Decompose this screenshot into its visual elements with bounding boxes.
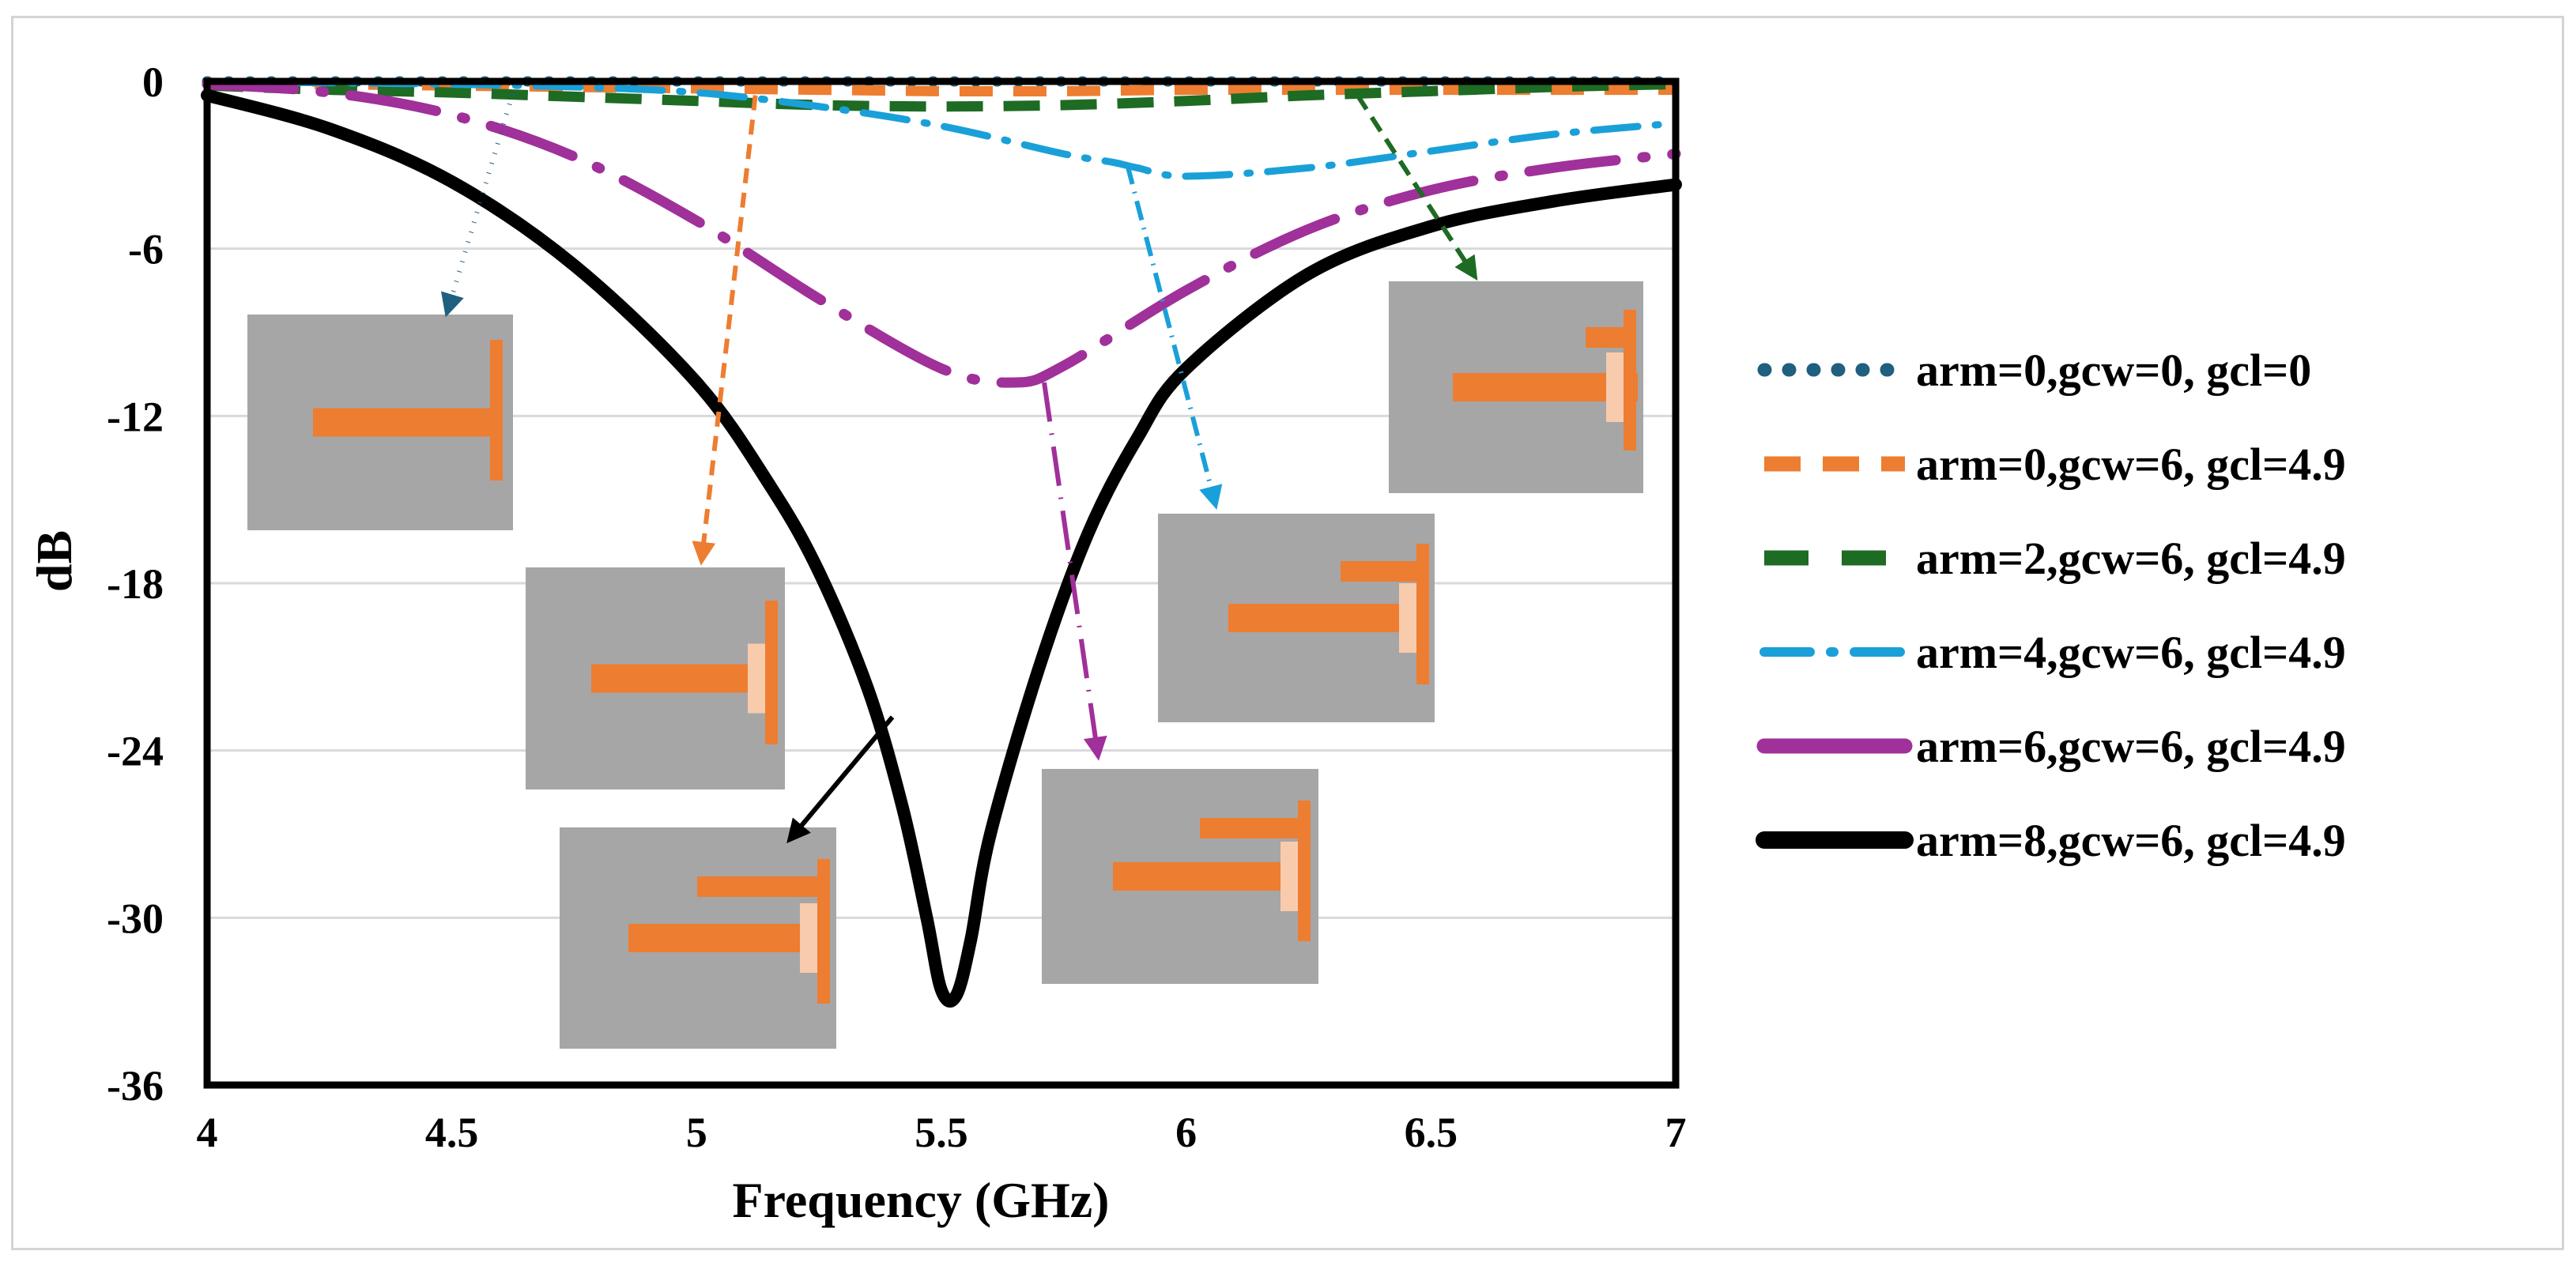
feed-line xyxy=(1113,862,1304,891)
arm-strip xyxy=(697,876,817,897)
y-tick-label: 0 xyxy=(142,58,164,106)
annotation-arrow xyxy=(1355,94,1478,281)
legend-entry: arm=2,gcw=6, gcl=4.9 xyxy=(1764,533,2346,584)
vertical-strip xyxy=(1298,801,1311,941)
legend-label: arm=8,gcw=6, gcl=4.9 xyxy=(1916,815,2346,866)
legend-entry: arm=0,gcw=0, gcl=0 xyxy=(1757,345,2311,396)
arm-strip xyxy=(1341,561,1416,582)
legend-entry: arm=6,gcw=6, gcl=4.9 xyxy=(1756,721,2346,772)
arm-strip xyxy=(1200,818,1298,838)
series-line xyxy=(206,79,1676,112)
annotation-arrows xyxy=(440,83,1478,844)
y-tick-label: -18 xyxy=(107,560,164,608)
legend-label: arm=0,gcw=0, gcl=0 xyxy=(1916,345,2311,396)
feed-line xyxy=(591,664,767,693)
legend-label: arm=4,gcw=6, gcl=4.9 xyxy=(1916,627,2346,678)
legend-entry: arm=8,gcw=6, gcl=4.9 xyxy=(1756,815,2346,866)
y-tick-label: -6 xyxy=(128,226,164,273)
feed-line xyxy=(628,924,821,952)
feed-line xyxy=(313,408,503,437)
structure-inset xyxy=(560,827,836,1049)
structure-inset xyxy=(1389,281,1643,493)
y-axis-title: dB xyxy=(26,530,82,592)
y-tick-label: -30 xyxy=(107,895,164,942)
vertical-strip xyxy=(490,340,503,480)
vertical-strip xyxy=(1416,544,1429,684)
legend-entry: arm=0,gcw=6, gcl=4.9 xyxy=(1764,439,2346,490)
vertical-strip xyxy=(1624,310,1636,450)
vertical-strip xyxy=(765,601,778,744)
structure-inset xyxy=(1158,514,1435,722)
x-tick-label: 6.5 xyxy=(1405,1109,1458,1156)
legend-label: arm=6,gcw=6, gcl=4.9 xyxy=(1916,721,2346,772)
y-tick-label: -12 xyxy=(107,393,164,440)
x-tick-label: 5.5 xyxy=(915,1109,968,1156)
legend-label: arm=0,gcw=6, gcl=4.9 xyxy=(1916,439,2346,490)
y-tick-label: -24 xyxy=(107,728,164,775)
y-tick-label: -36 xyxy=(107,1062,164,1110)
x-tick-label: 4 xyxy=(197,1109,218,1156)
arm-strip xyxy=(1586,327,1624,348)
series-line xyxy=(201,89,1682,1008)
x-tick-label: 6 xyxy=(1175,1109,1197,1156)
structure-inset xyxy=(1042,769,1318,984)
series-lines xyxy=(201,76,1682,1008)
legend: arm=0,gcw=0, gcl=0 arm=0,gcw=6, gcl=4.9 ar… xyxy=(1756,345,2346,866)
x-tick-label: 4.5 xyxy=(425,1109,479,1156)
annotation-arrow xyxy=(786,715,895,844)
structure-insets xyxy=(247,281,1643,1049)
x-tick-label: 5 xyxy=(686,1109,707,1156)
x-axis-title: Frequency (GHz) xyxy=(733,1172,1110,1228)
structure-inset xyxy=(247,315,513,530)
axes: 4 4.5 5 5.5 6 6.5 7 0 -6 -12 -18 -24 -30 -36 xyxy=(107,58,1686,1156)
annotation-arrow xyxy=(692,95,758,566)
structure-inset xyxy=(526,567,785,789)
annotation-arrow xyxy=(1125,164,1223,511)
legend-label: arm=2,gcw=6, gcl=4.9 xyxy=(1916,533,2346,584)
vertical-strip xyxy=(817,859,830,1004)
x-tick-label: 7 xyxy=(1665,1109,1687,1156)
plot-area-border xyxy=(203,77,1680,1089)
feed-line xyxy=(1228,604,1418,632)
legend-entry: arm=4,gcw=6, gcl=4.9 xyxy=(1759,627,2346,678)
